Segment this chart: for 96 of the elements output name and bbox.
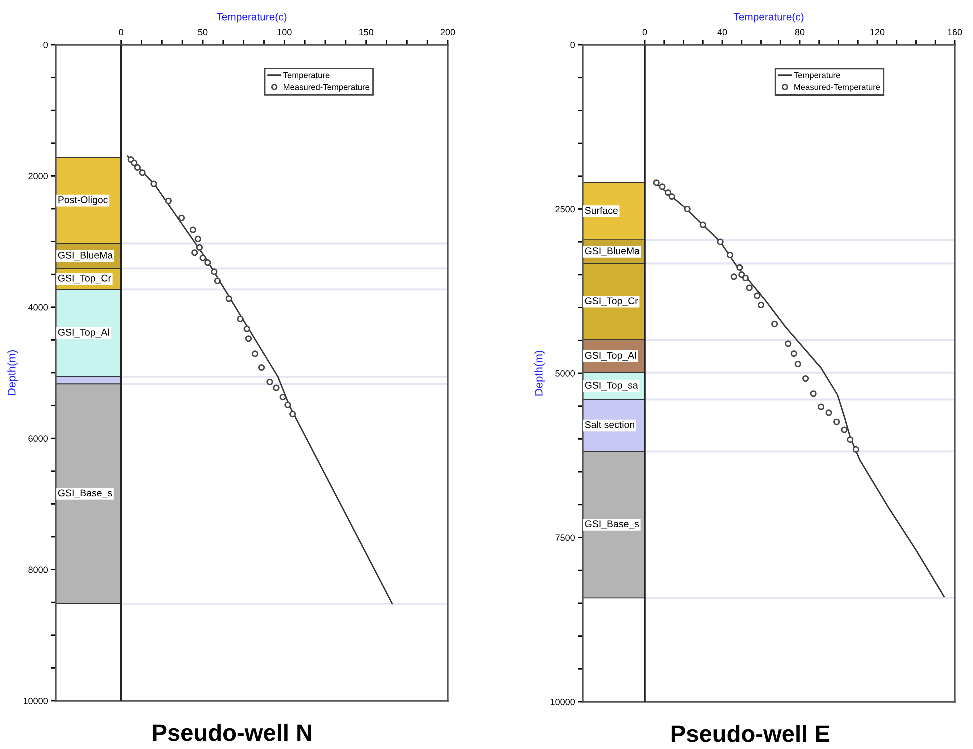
x-tick-label: 0 [119,29,124,36]
point [794,361,802,368]
y-tick-label: 4000 [28,304,48,311]
y-tick-label: 7500 [556,534,576,542]
point [196,244,204,251]
point [847,436,854,444]
point [200,254,206,262]
point [214,278,221,284]
legend-label: Temperature [284,72,330,80]
point [772,320,778,328]
x-tick-label: 100 [278,29,292,36]
legend-label: Measured-Temperature [794,84,880,92]
point [818,404,825,410]
point [841,426,848,434]
point [738,272,746,278]
text: Pseudo-well E [672,724,830,742]
y-tick-label: 5000 [556,370,576,377]
y-tick-label: 10000 [24,698,48,704]
point [684,206,691,213]
point [730,274,738,280]
point [165,198,172,204]
point [810,390,817,398]
band-label: Surface [585,207,618,214]
legend-label: Temperature [794,72,840,80]
band-label: GSI_BlueMa [585,247,640,256]
band-label: GSI_Base_s [585,520,640,530]
point [834,418,840,426]
band-label: GSI_Base_s [58,490,112,498]
point [211,268,218,276]
point [178,214,186,222]
point [826,410,832,416]
point [131,160,138,166]
y-axis-title: Depth(m) [534,351,545,396]
x-tick-label: 160 [948,29,962,36]
point [273,384,280,392]
point [226,296,232,302]
point [785,340,792,348]
y-tick-label: 2000 [28,173,48,180]
x-axis-title: Temperature(c) [734,13,804,23]
point [664,190,672,196]
legend-label: Measured-Temperature [284,84,370,92]
point [717,238,724,246]
point [258,364,266,372]
point [668,193,676,200]
band-label: GSI_Top_Al [58,328,110,338]
point [252,350,259,358]
x-tick-label: 0 [642,29,648,36]
x-axis-title: Temperature(c) [216,13,287,23]
x-tick-label: 200 [440,29,456,36]
point [742,274,750,282]
point [139,170,146,176]
point [700,222,706,228]
point [802,375,810,382]
band-label: GSI_Top_sa [585,382,638,391]
point [746,284,753,292]
y-axis-title: Depth(m) [8,350,18,396]
band-label: GSI_BlueMa [58,252,114,261]
point [192,250,198,256]
band-label: GSI_Top_Al [585,352,636,361]
point [245,336,252,342]
point [190,226,196,234]
band-label: Salt section [585,421,634,428]
point [852,446,860,454]
point [290,411,296,418]
y-tick-label: 0 [570,42,576,48]
point [736,264,744,272]
y-tick-label: 0 [44,42,48,48]
y-tick-label: 8000 [28,566,48,574]
point [284,402,292,408]
y-tick-label: 6000 [28,436,48,442]
x-tick-label: 50 [198,29,208,36]
point [204,260,212,266]
point [244,326,250,332]
point [194,236,202,242]
x-tick-label: 40 [718,29,728,36]
band-label: GSI_Top_Cr [585,298,638,306]
point [653,180,660,186]
band-label: GSI_Top_Cr [58,274,112,284]
x-tick-label: 150 [359,29,374,36]
point [237,316,244,322]
line-series [127,156,394,605]
y-tick-label: 10000 [550,698,576,706]
x-tick-label: 120 [870,29,885,36]
point [134,164,141,171]
point [758,302,765,308]
band-label: Post-Oligoc [58,196,108,206]
point [150,180,158,188]
point [790,350,798,358]
point [659,184,666,190]
x-tick-label: 80 [795,29,805,36]
point [726,252,734,259]
point [280,394,286,401]
text: Pseudo-well N [153,724,312,742]
point [266,378,274,386]
point [754,292,761,300]
y-tick-label: 2500 [556,206,576,213]
